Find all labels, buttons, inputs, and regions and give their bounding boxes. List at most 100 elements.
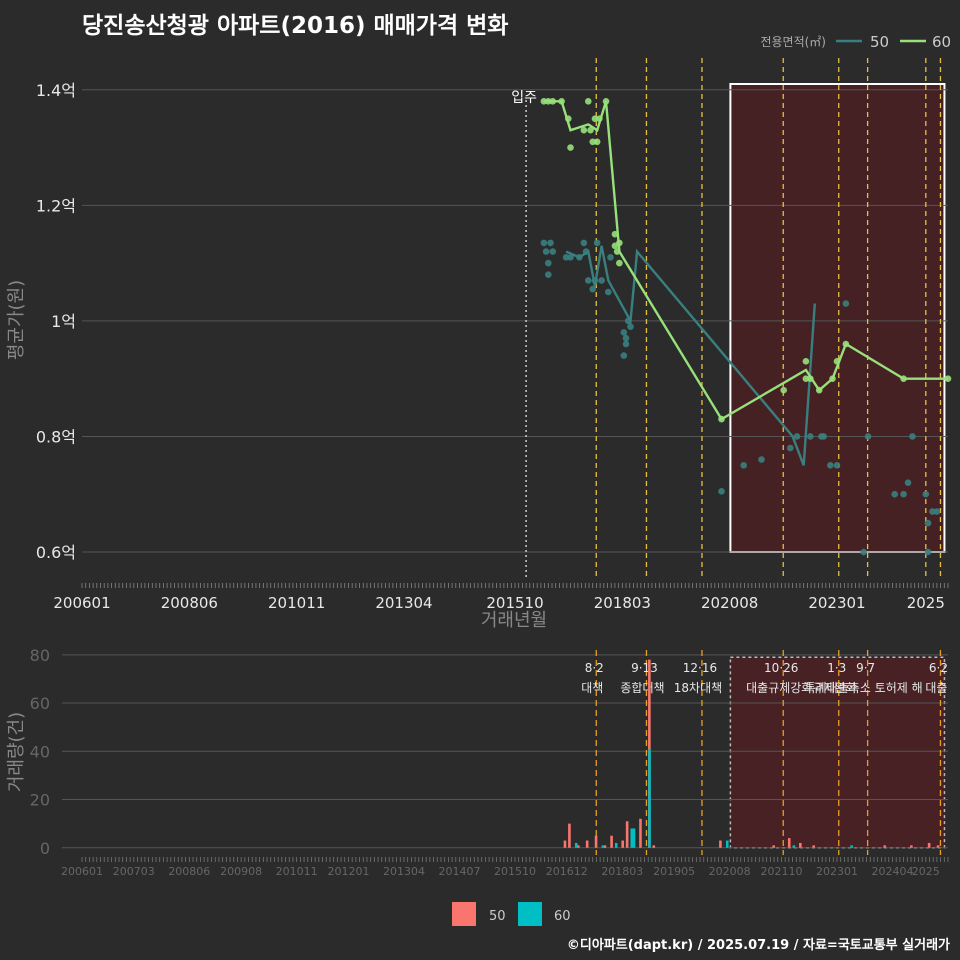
scatter-point-50 <box>833 462 841 469</box>
scatter-point-50 <box>718 488 725 495</box>
volume-bar-50 <box>772 845 775 848</box>
scatter-point-50 <box>584 277 592 284</box>
series-line-60 <box>543 100 948 421</box>
scatter-point-50 <box>549 248 557 255</box>
scatter-point-50 <box>567 254 574 261</box>
volume-bar-50 <box>621 840 625 848</box>
volume-legend-swatch-50 <box>452 902 476 926</box>
volume-bar-50 <box>719 840 722 848</box>
volume-legend-label-50: 50 <box>489 909 506 924</box>
scatter-point-60 <box>584 98 592 105</box>
volume-y-tick-label: 80 <box>30 646 50 665</box>
scatter-point-60 <box>802 358 810 365</box>
volume-highlight-box <box>729 656 946 849</box>
scatter-point-50 <box>864 433 872 440</box>
scatter-point-50 <box>545 259 552 267</box>
volume-y-tick-label: 60 <box>30 694 50 713</box>
y-axis-label: 평균가(원) <box>6 280 27 360</box>
x-tick-label: 2025 <box>907 594 945 612</box>
scatter-point-50 <box>622 334 630 342</box>
scatter-point-50 <box>622 340 630 348</box>
policy-date-label: 1·3 <box>827 661 846 675</box>
scatter-point-50 <box>627 323 634 330</box>
scatter-point-60 <box>567 144 574 151</box>
volume-bar-50 <box>594 835 598 848</box>
policy-name-label: 규제완화 <box>813 681 857 695</box>
scatter-point-50 <box>924 548 932 556</box>
y-tick-label: 1억 <box>51 312 76 331</box>
source-footer: ©디아파트(dapt.kr) / 2025.07.19 / 자료=국토교통부 실… <box>566 938 950 953</box>
volume-bar-60 <box>632 828 636 848</box>
scatter-point-50 <box>740 462 748 469</box>
scatter-point-50 <box>593 239 601 247</box>
scatter-point-60 <box>780 386 787 394</box>
volume-x-tick-label: 200703 <box>113 865 155 878</box>
volume-bar-60 <box>614 842 618 848</box>
scatter-point-50 <box>904 479 912 486</box>
volume-bar-50 <box>936 845 940 848</box>
scatter-point-50 <box>540 239 548 247</box>
volume-bar-50 <box>610 835 613 848</box>
volume-x-tick-label: 202008 <box>709 865 751 878</box>
volume-bar-50 <box>652 845 656 848</box>
volume-bar-60 <box>630 828 634 848</box>
scatter-point-50 <box>545 271 552 278</box>
volume-bar-60 <box>574 842 578 848</box>
legend-title: 전용면적(㎡) <box>760 35 826 49</box>
move-in-label: 입주 <box>511 90 537 106</box>
scatter-point-50 <box>620 352 628 359</box>
legend-label-50: 50 <box>870 33 889 51</box>
x-tick-label: 202008 <box>701 594 758 612</box>
volume-y-tick-label: 40 <box>30 742 50 761</box>
scatter-point-60 <box>580 126 588 134</box>
volume-bar-50 <box>576 845 580 848</box>
policy-name-label: 18차대책 <box>674 680 722 695</box>
scatter-point-50 <box>787 444 794 452</box>
volume-bar-60 <box>725 840 729 848</box>
scatter-point-50 <box>598 277 605 284</box>
policy-date-label: 8·2 <box>585 661 604 675</box>
scatter-point-50 <box>547 239 554 247</box>
volume-bar-50 <box>910 845 913 848</box>
volume-y-tick-label: 20 <box>30 791 50 810</box>
volume-bar-50 <box>927 842 931 848</box>
policy-name-label: 대출 <box>925 681 947 695</box>
volume-y-axis-label: 거래량(건) <box>6 712 27 792</box>
x-tick-label: 201304 <box>375 594 432 612</box>
scatter-point-60 <box>593 138 601 146</box>
volume-bar-50 <box>603 845 607 848</box>
volume-bar-50 <box>568 823 571 848</box>
volume-x-tick-label: 201011 <box>276 865 318 878</box>
x-tick-label: 202301 <box>808 594 865 612</box>
scatter-point-50 <box>820 433 827 440</box>
volume-x-tick-label: 201201 <box>327 865 369 878</box>
scatter-point-50 <box>542 248 550 255</box>
volume-bar-50 <box>799 842 802 848</box>
volume-bar-50 <box>639 818 642 848</box>
volume-x-tick-label: 200908 <box>220 865 262 878</box>
policy-name-label: 종합대책 <box>620 680 664 695</box>
policy-date-label: 12·16 <box>683 661 717 675</box>
volume-x-tick-label: 201612 <box>546 865 588 878</box>
volume-legend-swatch-60 <box>518 902 542 926</box>
highlight-box <box>729 83 946 553</box>
volume-bar-60 <box>792 845 796 848</box>
volume-bar-50 <box>585 840 589 848</box>
volume-bar-50 <box>563 840 567 848</box>
volume-bar-60 <box>850 845 853 848</box>
policy-date-label: 6·2 <box>929 661 948 675</box>
scatter-point-50 <box>891 490 899 498</box>
volume-x-tick-label: 202110 <box>760 865 802 878</box>
volume-bar-50 <box>883 845 887 848</box>
volume-x-tick-label: 200806 <box>168 865 210 878</box>
x-tick-label: 200806 <box>161 594 218 612</box>
volume-bar-60 <box>648 748 651 848</box>
x-axis-label: 거래년월 <box>481 610 547 631</box>
volume-x-tick-label: 201304 <box>383 865 425 878</box>
volume-bar-60 <box>601 845 605 848</box>
volume-x-tick-label: 2025 <box>912 865 940 878</box>
chart-title: 당진송산청광 아파트(2016) 매매가격 변화 <box>82 13 509 39</box>
volume-x-tick-label: 201905 <box>653 865 695 878</box>
volume-x-tick-label: 202301 <box>816 865 858 878</box>
scatter-point-60 <box>616 259 623 267</box>
